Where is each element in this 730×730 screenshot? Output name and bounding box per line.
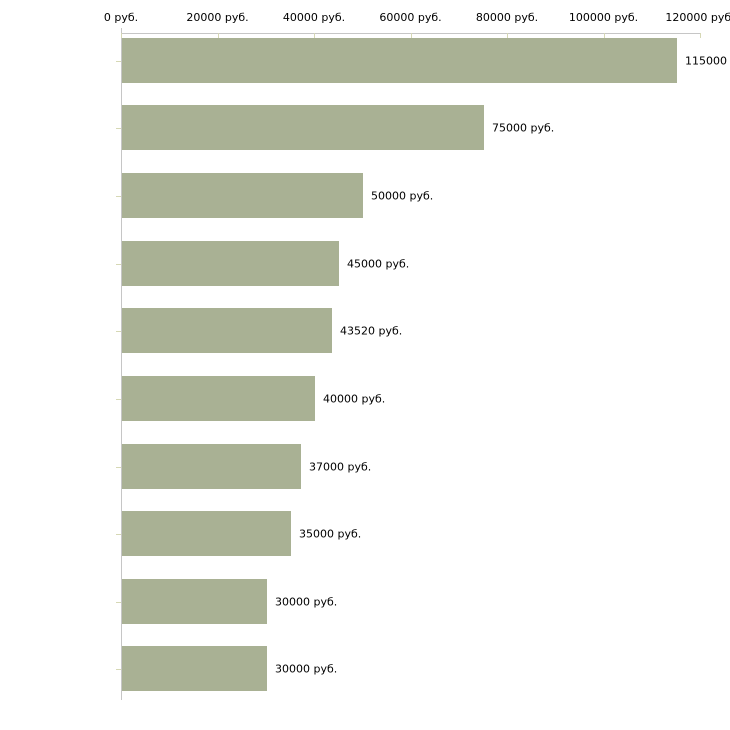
- category-tick-mark: [116, 61, 121, 62]
- x-axis-tick-mark: [700, 33, 701, 38]
- x-axis-tick-label: 60000 руб.: [379, 11, 442, 24]
- category-tick-mark: [116, 128, 121, 129]
- x-axis-tick-label: 100000 руб.: [568, 11, 639, 24]
- value-label: 115000 руб.: [685, 54, 730, 67]
- value-label: 45000 руб.: [347, 257, 410, 270]
- bar: [122, 646, 267, 691]
- value-label: 75000 руб.: [492, 121, 555, 134]
- value-label: 40000 руб.: [323, 392, 386, 405]
- bar: [122, 579, 267, 624]
- bar: [122, 511, 291, 556]
- x-axis-tick-mark: [604, 33, 605, 38]
- category-tick-mark: [116, 331, 121, 332]
- value-label: 30000 руб.: [275, 595, 338, 608]
- category-tick-mark: [116, 399, 121, 400]
- bar: [122, 308, 332, 353]
- category-tick-mark: [116, 602, 121, 603]
- x-axis-tick-mark: [507, 33, 508, 38]
- value-label: 50000 руб.: [371, 189, 434, 202]
- category-tick-mark: [116, 264, 121, 265]
- bar: [122, 241, 339, 286]
- x-axis-tick-label: 40000 руб.: [282, 11, 346, 24]
- bar: [122, 173, 363, 218]
- y-axis-line: [121, 28, 122, 700]
- value-label: 43520 руб.: [340, 324, 403, 337]
- x-axis-tick-mark: [314, 33, 315, 38]
- value-label: 37000 руб.: [309, 460, 372, 473]
- x-axis-tick-mark: [218, 33, 219, 38]
- bar: [122, 38, 677, 83]
- bar: [122, 105, 484, 150]
- value-label: 35000 руб.: [299, 527, 362, 540]
- x-axis-tick-label: 0 руб.: [103, 11, 139, 24]
- x-axis-tick-label: 20000 руб.: [186, 11, 249, 24]
- category-tick-mark: [116, 669, 121, 670]
- value-label: 30000 руб.: [275, 662, 338, 675]
- category-tick-mark: [116, 534, 121, 535]
- x-axis-tick-label: 80000 руб.: [475, 11, 539, 24]
- bar: [122, 376, 315, 421]
- bar: [122, 444, 301, 489]
- x-axis-tick-mark: [121, 33, 122, 38]
- x-axis-tick-label: 120000 руб.: [665, 11, 730, 24]
- x-axis-tick-mark: [411, 33, 412, 38]
- category-tick-mark: [116, 467, 121, 468]
- category-tick-mark: [116, 196, 121, 197]
